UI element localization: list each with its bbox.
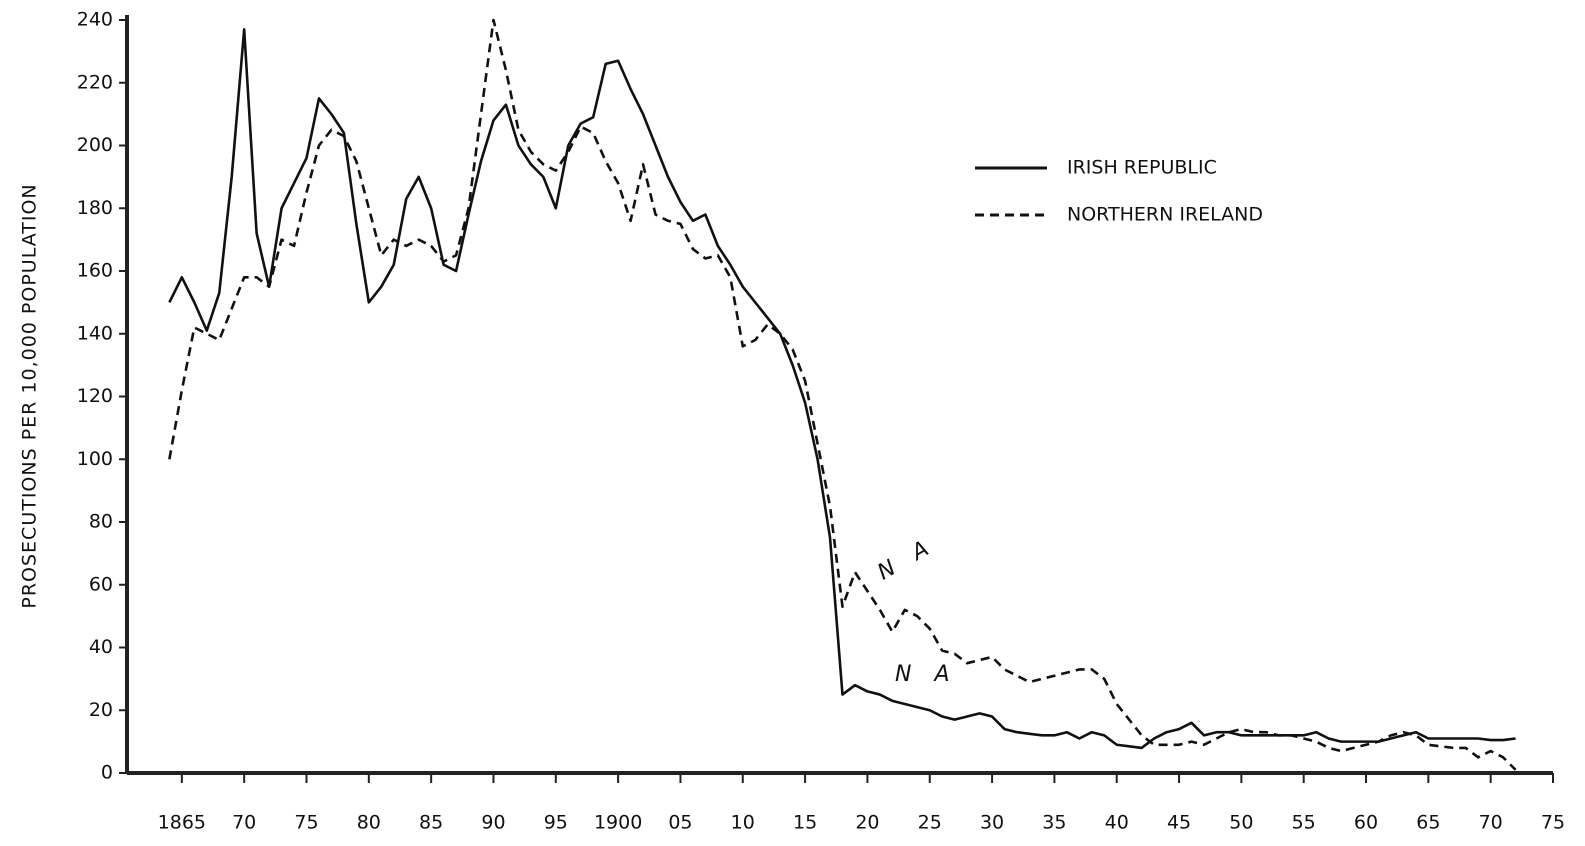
x-tick-label: 60 xyxy=(1354,812,1378,834)
x-tick-label: 70 xyxy=(1479,812,1503,834)
y-axis-label: PROSECUTIONS PER 10,000 POPULATION xyxy=(19,183,41,608)
y-tick-label: 40 xyxy=(89,636,113,658)
y-tick-label: 120 xyxy=(77,385,113,407)
y-tick-label: 220 xyxy=(77,71,113,93)
data-line xyxy=(168,28,1516,750)
y-tick-label: 140 xyxy=(77,322,113,344)
y-tick-label: 100 xyxy=(77,448,113,470)
x-tick-label: 50 xyxy=(1229,812,1253,834)
x-tick-label: 1865 xyxy=(158,812,206,834)
y-tick-label: 200 xyxy=(77,134,113,156)
x-tick-label: 45 xyxy=(1167,812,1191,834)
y-tick-label: 160 xyxy=(77,260,113,282)
x-tick-label: 25 xyxy=(918,812,942,834)
x-tick-label: 85 xyxy=(419,812,443,834)
x-tick-label: 30 xyxy=(980,812,1004,834)
x-tick-label: 15 xyxy=(793,812,817,834)
x-tick-label: 1900 xyxy=(594,812,642,834)
annotation: N A xyxy=(874,532,941,585)
legend-label: NORTHERN IRELAND xyxy=(1067,204,1263,226)
x-tick-label: 40 xyxy=(1105,812,1129,834)
x-tick-label: 35 xyxy=(1042,812,1066,834)
x-tick-label: 70 xyxy=(232,812,256,834)
x-tick-label: 75 xyxy=(1541,812,1565,834)
data-line xyxy=(168,18,1517,771)
legend-label: IRISH REPUBLIC xyxy=(1067,157,1217,179)
annotation: N A xyxy=(895,662,958,687)
x-tick-label: 10 xyxy=(731,812,755,834)
y-tick-label: 240 xyxy=(77,9,113,31)
y-tick-label: 20 xyxy=(89,699,113,721)
x-tick-label: 90 xyxy=(481,812,505,834)
y-tick-label: 0 xyxy=(101,762,113,784)
x-tick-label: 65 xyxy=(1416,812,1440,834)
y-tick-label: 80 xyxy=(89,511,113,533)
x-tick-label: 95 xyxy=(544,812,568,834)
x-tick-label: 80 xyxy=(357,812,381,834)
x-tick-label: 05 xyxy=(668,812,692,834)
y-tick-label: 180 xyxy=(77,197,113,219)
x-tick-label: 55 xyxy=(1292,812,1316,834)
x-tick-label: 20 xyxy=(855,812,879,834)
y-tick-label: 60 xyxy=(89,573,113,595)
x-tick-label: 75 xyxy=(294,812,318,834)
